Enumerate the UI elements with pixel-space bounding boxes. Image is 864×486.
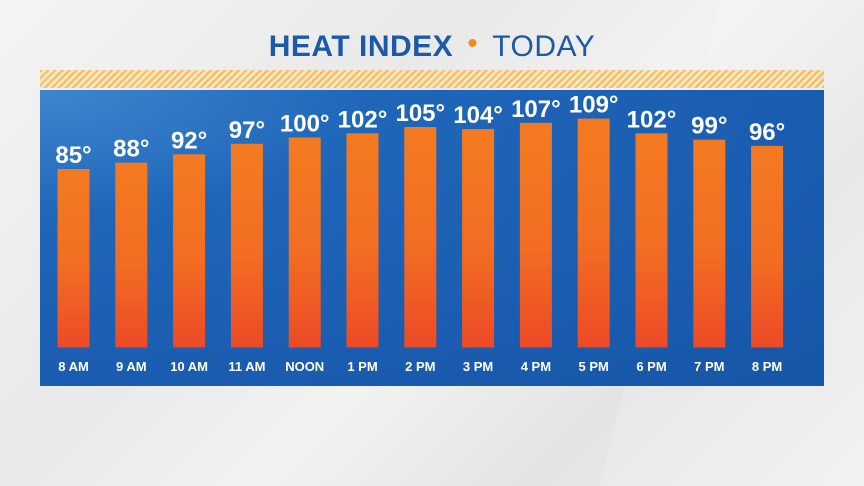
- x-tick-label: 1 PM: [347, 359, 377, 374]
- bar: [173, 154, 206, 348]
- bar-value-label: 102°: [627, 106, 677, 133]
- bar-value-label: 97°: [229, 117, 265, 144]
- x-tick-label: 9 AM: [116, 359, 147, 374]
- bar-value-label: 102°: [338, 106, 388, 133]
- bar-value-label: 96°: [749, 119, 785, 146]
- x-tick-label: 7 PM: [694, 359, 724, 374]
- x-tick-label: 6 PM: [636, 359, 666, 374]
- bar: [288, 137, 321, 348]
- bar-value-label: 109°: [569, 92, 619, 119]
- bar-value-label: 105°: [395, 100, 445, 127]
- bar: [57, 169, 90, 348]
- bar-value-label: 88°: [113, 136, 149, 163]
- bar: [693, 139, 726, 348]
- chart-panel: 85° 88° 92° 97° 100° 102° 105° 104° 107° 109° 102°…: [40, 90, 824, 386]
- x-tick-label: 2 PM: [405, 359, 435, 374]
- bar-value-label: 85°: [55, 142, 91, 169]
- bar-value-label: 99°: [691, 113, 727, 140]
- chart-title: HEAT INDEX • TODAY: [0, 27, 864, 64]
- decorative-stripe: [40, 70, 824, 88]
- bar: [519, 122, 552, 348]
- title-separator-dot: •: [467, 27, 479, 60]
- x-tick-label: 5 PM: [579, 359, 609, 374]
- x-tick-label: 3 PM: [463, 359, 493, 374]
- bar-chart: 85° 88° 92° 97° 100° 102° 105° 104° 107° 109° 102°…: [55, 92, 785, 374]
- title-subtitle: TODAY: [492, 30, 596, 63]
- bar: [751, 145, 784, 348]
- bar-value-label: 100°: [280, 111, 330, 138]
- bar: [635, 133, 668, 348]
- x-tick-label: 8 AM: [58, 359, 89, 374]
- bar-value-label: 104°: [453, 102, 503, 129]
- title-main: HEAT INDEX: [268, 30, 454, 63]
- x-tick-label: 11 AM: [228, 359, 265, 374]
- bar: [404, 127, 437, 348]
- bar: [577, 118, 610, 348]
- bar-value-label: 107°: [511, 96, 561, 123]
- bar-value-label: 92°: [171, 127, 207, 154]
- x-tick-label: 4 PM: [521, 359, 551, 374]
- x-tick-label: 10 AM: [170, 359, 208, 374]
- bar: [115, 162, 148, 348]
- bar: [230, 143, 263, 348]
- bar: [346, 133, 379, 348]
- x-tick-label: NOON: [285, 359, 324, 374]
- bar: [462, 129, 495, 348]
- x-tick-label: 8 PM: [752, 359, 782, 374]
